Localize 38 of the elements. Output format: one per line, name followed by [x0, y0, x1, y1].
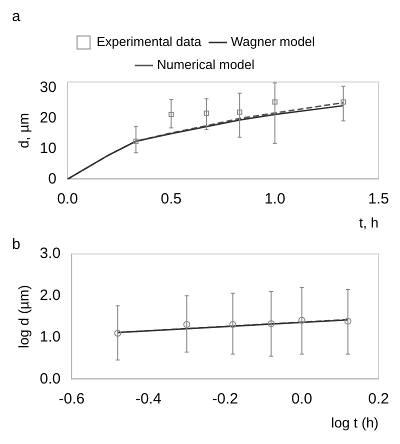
chart-title: a	[12, 8, 21, 26]
y-axis-title: log d (µm)	[15, 284, 32, 348]
point	[340, 99, 346, 105]
x-tick-label: -0.2	[212, 390, 238, 408]
point	[229, 321, 236, 328]
y-axis-title: d, µm	[15, 112, 32, 148]
legend-label: Numerical model	[156, 57, 255, 72]
x-axis-title: log t (h)	[331, 414, 379, 430]
y-tick-label: 2.0	[40, 286, 61, 304]
x-tick-label: 1.5	[368, 190, 390, 208]
x-tick-label: 0.2	[368, 390, 390, 408]
legend-label: Wagner model	[230, 34, 316, 50]
x-tick-label: 0.0	[291, 390, 312, 408]
y-tick-label: 0.0	[40, 370, 61, 388]
point	[237, 109, 242, 115]
y-tick-label: 30	[40, 79, 56, 96]
point	[298, 316, 306, 324]
x-tick-label: -0.4	[135, 390, 162, 408]
point	[344, 318, 352, 325]
chart-title: b	[12, 236, 20, 254]
legend-label: Experimental data	[96, 34, 202, 50]
y-tick-label: 0	[48, 170, 56, 188]
point	[272, 99, 278, 105]
x-tick-label: 0.5	[160, 190, 182, 208]
y-tick-label: 10	[40, 140, 56, 157]
x-tick-label: 0.0	[57, 190, 78, 208]
point	[114, 330, 122, 337]
y-tick-label: 3.0	[40, 245, 61, 262]
point	[133, 138, 139, 144]
x-axis-title: t, h	[359, 214, 379, 230]
y-tick-label: 20	[40, 110, 56, 127]
point	[268, 320, 275, 328]
point	[204, 110, 210, 116]
y-tick-label: 1.0	[40, 328, 61, 346]
point	[168, 112, 174, 118]
x-tick-label: -0.6	[58, 390, 85, 408]
x-tick-label: 1.0	[264, 190, 286, 208]
point	[183, 321, 190, 328]
